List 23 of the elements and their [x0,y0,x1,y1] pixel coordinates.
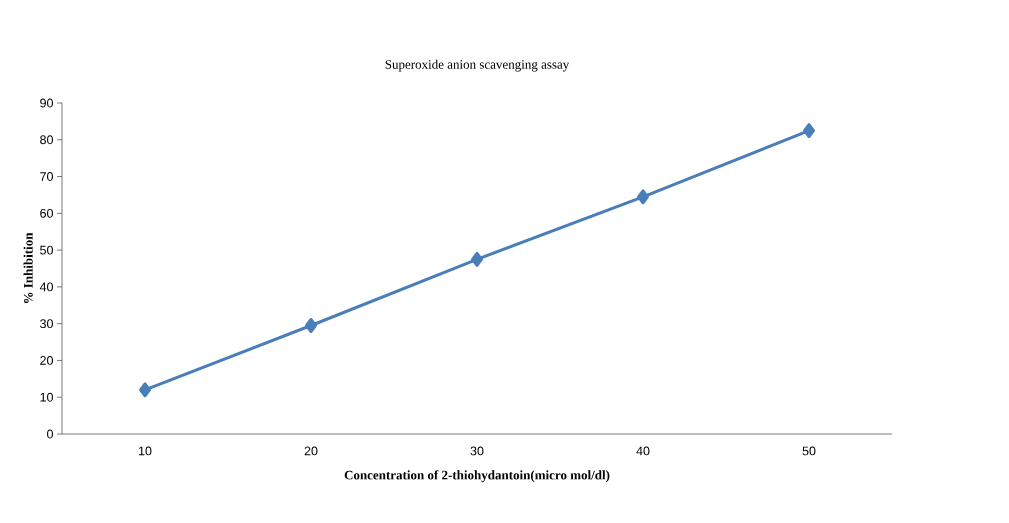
y-tick-label: 30 [40,319,53,329]
y-tick-label: 40 [39,282,53,292]
y-tick-label: 10 [40,392,53,402]
y-tick-label: 60 [40,208,53,218]
x-tick-label: 10 [139,446,152,456]
x-tick-label: 40 [636,446,650,456]
point [637,189,649,205]
x-tick-label: 50 [802,446,816,456]
point [139,382,151,398]
point [471,251,483,267]
y-tick-label: 50 [40,245,53,255]
chart-title: Superoxide anion scavenging assay [385,59,570,72]
x-axis-title: Concentration of 2-thiohydantoin(micro mol/dl) [344,470,610,483]
x-tick-label: 20 [304,446,318,456]
point [803,123,815,139]
y-tick-label: 90 [40,98,53,108]
x-tick-label: 30 [470,446,484,456]
point [305,318,317,333]
y-axis-title: % Inhibition [23,232,33,304]
y-tick-label: 70 [40,172,53,181]
y-tick-label: 20 [40,356,53,365]
y-tick-label: 0 [47,429,53,439]
y-tick-label: 80 [40,135,53,145]
